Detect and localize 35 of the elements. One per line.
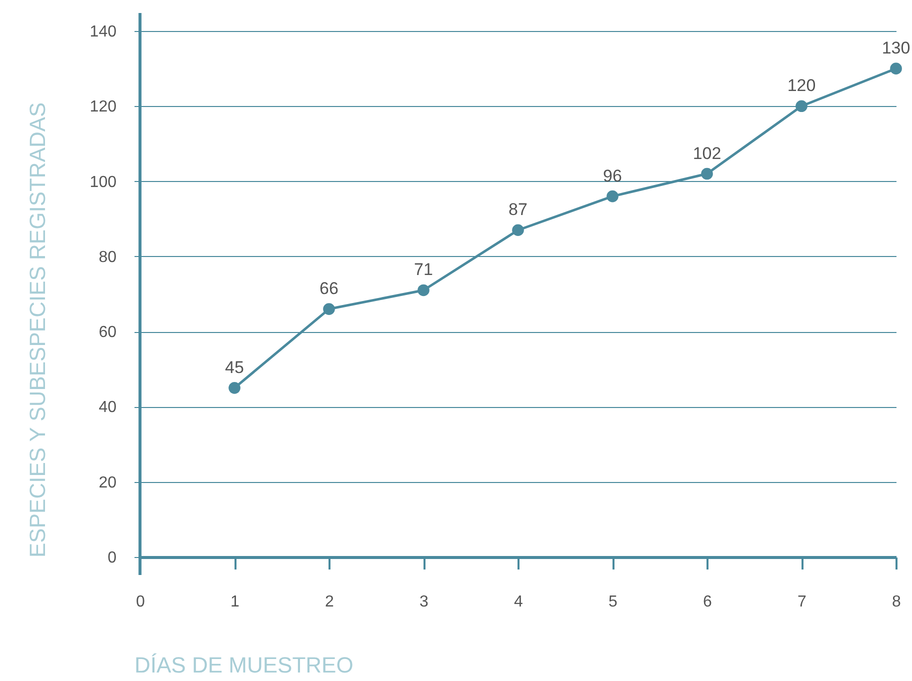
y-tick-label: 120 — [90, 98, 117, 116]
x-tick-label: 0 — [136, 594, 146, 610]
point — [512, 224, 524, 236]
x-tick-label: 4 — [514, 594, 524, 610]
x-tick-label: 6 — [703, 594, 712, 610]
x-tick-label: 1 — [230, 594, 240, 610]
data-label: 45 — [225, 358, 244, 377]
data-label: 120 — [787, 76, 816, 96]
y-axis-title: ESPECIES Y SUBESPECIES REGISTRADAS — [24, 102, 50, 558]
data-label: 130 — [882, 38, 910, 58]
y-tick-label: 80 — [98, 248, 117, 266]
x-tick-label: 5 — [608, 594, 618, 610]
data-label: 102 — [692, 144, 722, 163]
y-tick-label: 20 — [98, 474, 117, 492]
x-axis-title: DÍAS DE MUESTREO — [134, 652, 354, 678]
y-tick-label: 60 — [98, 324, 117, 342]
data-label: 66 — [320, 279, 338, 298]
data-label: 71 — [414, 260, 433, 280]
point — [228, 382, 240, 394]
point — [606, 190, 618, 202]
point — [796, 100, 808, 112]
point — [323, 303, 335, 315]
point — [890, 62, 902, 74]
y-tick-label: 140 — [90, 24, 117, 40]
y-tick-label: 100 — [90, 174, 117, 191]
point — [701, 168, 713, 180]
x-tick-label: 7 — [798, 594, 807, 610]
data-label: 96 — [603, 166, 622, 186]
y-tick-label: 40 — [98, 399, 117, 416]
x-tick-label: 3 — [420, 594, 429, 610]
data-label: 87 — [508, 200, 528, 220]
point — [418, 284, 430, 296]
x-tick-label: 2 — [325, 594, 334, 610]
x-tick-label: 8 — [892, 594, 902, 610]
y-tick-label: 0 — [108, 550, 117, 566]
